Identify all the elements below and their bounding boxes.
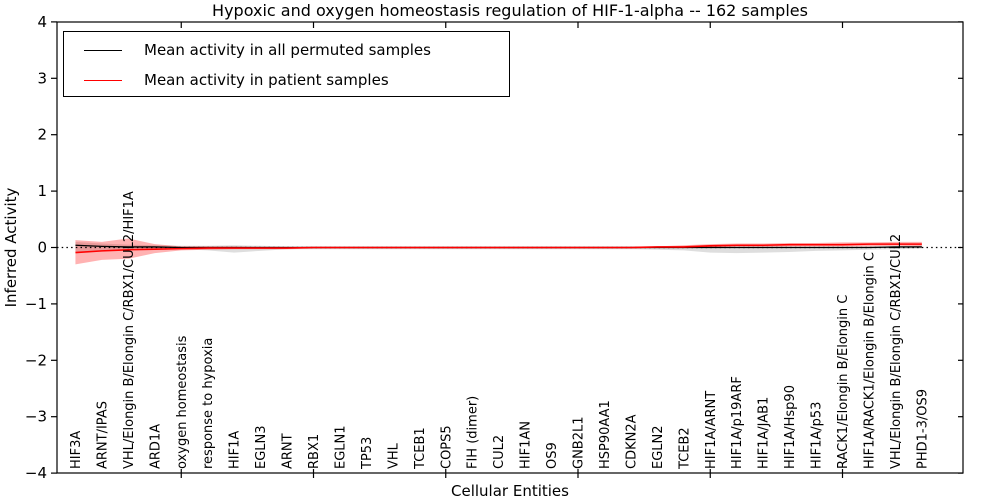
y-tick-label: 3 bbox=[37, 69, 47, 87]
x-tick-label: ARNT bbox=[281, 433, 296, 469]
patient-mean-line bbox=[75, 243, 922, 254]
y-tick-label: 1 bbox=[37, 182, 47, 200]
x-tick-label: HIF1A/p53 bbox=[810, 402, 825, 469]
x-tick-label: EGLN3 bbox=[254, 425, 269, 469]
x-tick-label: RACK1/Elongin B/Elongin C bbox=[836, 295, 851, 469]
y-tick-label: −2 bbox=[25, 351, 47, 369]
x-tick-label: HIF1A/p19ARF bbox=[730, 376, 745, 469]
x-tick-label: HIF1A/Hsp90 bbox=[783, 385, 798, 469]
lines-layer bbox=[57, 243, 963, 254]
x-tick-label: response to hypoxia bbox=[201, 338, 216, 469]
legend-line-sample bbox=[84, 49, 122, 51]
y-tick-label: −3 bbox=[25, 408, 47, 426]
x-tick-label: HIF1A/RACK1/Elongin B/Elongin C bbox=[862, 252, 877, 469]
x-tick-label: FIH (dimer) bbox=[466, 396, 481, 469]
x-tick-label: HIF1A/ARNT bbox=[704, 391, 719, 469]
x-tick-label: COPS5 bbox=[439, 425, 454, 469]
x-tick-label: RBX1 bbox=[307, 434, 322, 469]
x-tick-label: PHD1-3/OS9 bbox=[915, 389, 930, 469]
x-tick-label: VHL bbox=[386, 442, 401, 469]
x-tick-label: TP53 bbox=[360, 437, 375, 470]
y-tick-label: −1 bbox=[25, 295, 47, 313]
x-tick-label: CUL2 bbox=[492, 435, 507, 469]
x-tick-label: HIF1A bbox=[228, 431, 243, 469]
x-tick-label: HIF1A/JAB1 bbox=[757, 397, 772, 469]
x-tick-label: HIF3A bbox=[69, 431, 84, 469]
patient-band bbox=[75, 238, 922, 265]
x-tick-label: TCEB1 bbox=[413, 427, 428, 470]
y-tick-label: −4 bbox=[25, 464, 47, 482]
legend-line-sample bbox=[84, 79, 122, 81]
x-tick-label: EGLN1 bbox=[333, 425, 348, 469]
x-tick-labels-layer: HIF3A ARNT/IPAS VHL/Elongin B/Elongin C/RB… bbox=[69, 191, 930, 470]
x-tick-label: OS9 bbox=[545, 442, 560, 469]
legend-item: Mean activity in patient samples bbox=[84, 65, 509, 95]
x-axis-label: Cellular Entities bbox=[451, 482, 569, 500]
legend-item: Mean activity in all permuted samples bbox=[84, 35, 509, 65]
y-tick-label: 4 bbox=[37, 13, 47, 31]
y-axis-label: Inferred Activity bbox=[2, 187, 20, 307]
legend-label: Mean activity in all permuted samples bbox=[144, 41, 431, 59]
y-tick-label: 0 bbox=[37, 239, 47, 257]
x-tick-label: VHL/Elongin B/Elongin C/RBX1/CUL2 bbox=[889, 234, 904, 469]
x-tick-label: TCEB2 bbox=[677, 427, 692, 470]
x-tick-label: VHL/Elongin B/Elongin C/RBX1/CUL2/HIF1A bbox=[122, 191, 137, 469]
chart-title: Hypoxic and oxygen homeostasis regulatio… bbox=[212, 1, 808, 20]
y-tick-label: 2 bbox=[37, 126, 47, 144]
x-tick-label: ARNT/IPAS bbox=[95, 401, 110, 469]
x-tick-label: oxygen homeostasis bbox=[175, 335, 190, 469]
x-tick-label: HSP90AA1 bbox=[598, 400, 613, 469]
x-tick-label: EGLN2 bbox=[651, 425, 666, 469]
legend: Mean activity in all permuted samples Mea… bbox=[63, 31, 510, 97]
legend-label: Mean activity in patient samples bbox=[144, 71, 389, 89]
axis-layer: −4 −3 −2 −1 0 1 2 3 4 bbox=[25, 13, 964, 482]
x-tick-label: CDKN2A bbox=[624, 414, 639, 469]
x-tick-label: ARD1A bbox=[148, 424, 163, 469]
bands-layer bbox=[75, 238, 922, 265]
x-tick-label: HIF1AN bbox=[519, 421, 534, 469]
x-tick-label: GNB2L1 bbox=[572, 416, 587, 469]
